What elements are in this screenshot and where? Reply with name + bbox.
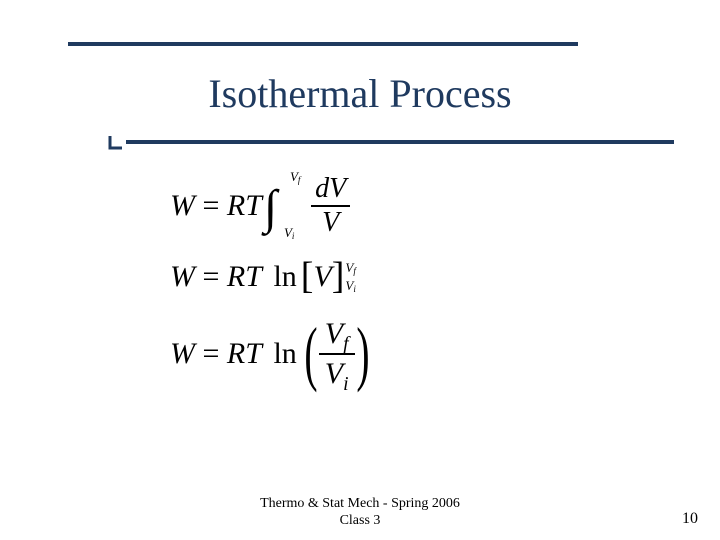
eq2-lim-up-sub: f — [353, 266, 356, 276]
footer-line2: Class 3 — [0, 513, 720, 530]
slide-title: Isothermal Process — [0, 70, 720, 117]
eq3-prefix: RT — [227, 337, 262, 370]
eq1-den: V — [318, 209, 343, 237]
eq3-num-sub: f — [343, 334, 348, 355]
eq1-lower-sub: i — [292, 231, 295, 241]
eq3-lhs: W — [170, 337, 195, 370]
equation-2: W = RT ln [ V ] Vf Vi — [170, 259, 550, 295]
eq1-prefix: RT — [227, 189, 262, 222]
eq2-inside: V — [313, 260, 331, 294]
footer-line1: Thermo & Stat Mech - Spring 2006 — [0, 496, 720, 513]
equation-1: W = RT ∫ Vf Vi dV V — [170, 175, 550, 237]
eq3-num: V — [325, 317, 343, 350]
equation-3: W = RT ln ( Vf Vi ) — [170, 317, 550, 391]
left-paren-icon: ( — [304, 332, 317, 375]
equation-block: W = RT ∫ Vf Vi dV V W = RT ln — [170, 175, 550, 391]
sub-divider — [126, 140, 674, 144]
left-bracket-icon: [ — [301, 263, 314, 290]
fraction-bar-icon — [319, 353, 355, 355]
right-paren-icon: ) — [356, 332, 369, 375]
eq1-upper: V — [290, 169, 298, 184]
eq2-prefix: RT — [227, 260, 262, 293]
eq2-lhs: W — [170, 260, 195, 293]
top-divider — [68, 42, 578, 46]
corner-mark-icon — [108, 134, 124, 150]
eq1-upper-sub: f — [298, 175, 301, 185]
eq2-lim-lo-sub: i — [353, 284, 356, 294]
eq3-den: V — [325, 357, 343, 390]
eq3-op: ln — [273, 337, 296, 370]
right-bracket-icon: ] — [332, 263, 345, 290]
eq1-lhs: W — [170, 189, 195, 222]
eq2-op: ln — [273, 260, 296, 293]
eq1-num: dV — [311, 175, 350, 203]
page-number: 10 — [682, 510, 698, 528]
eq1-lower: V — [284, 225, 292, 240]
eq3-den-sub: i — [343, 374, 348, 395]
integral-icon: ∫ — [264, 189, 277, 227]
